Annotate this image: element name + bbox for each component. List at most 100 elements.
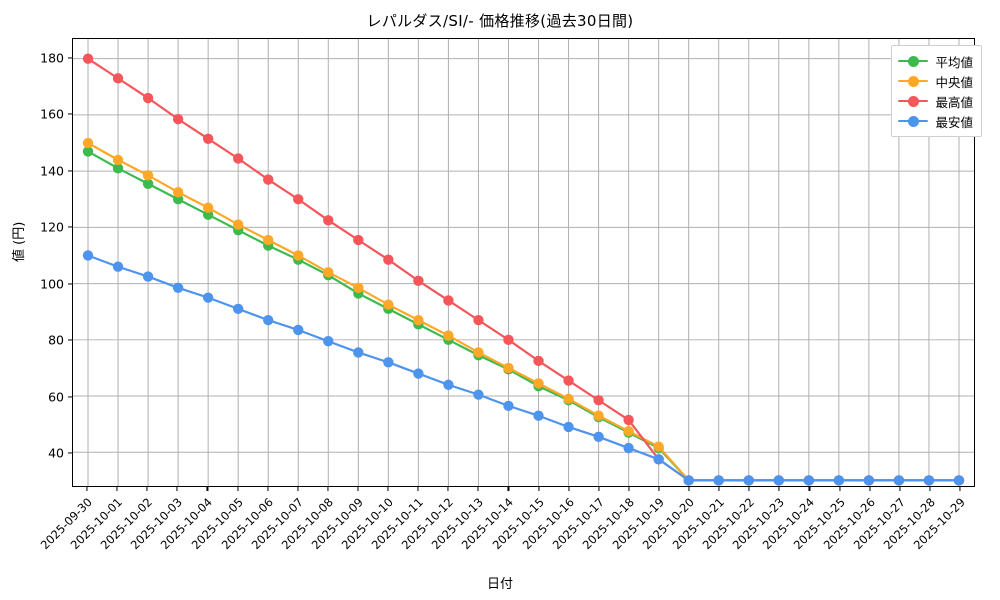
series-line-0 [86,150,961,482]
data-point [443,379,454,390]
series-line-1 [86,141,961,482]
legend-item-1[interactable]: 中央値 [898,71,973,91]
x-axis-tick [447,487,449,491]
x-axis-tick [718,487,720,491]
series-layer [82,53,965,486]
data-point [142,170,154,181]
y-axis-tick [68,339,72,341]
chart-title: レパルダス/SI/- 価格推移(過去30日間) [366,12,634,30]
data-point [683,475,694,486]
legend-label: 最安値 [935,114,973,130]
x-axis-tick [357,487,359,491]
data-point [413,314,424,326]
y-axis-tick [68,226,72,228]
data-point [563,375,574,386]
data-point [293,194,304,205]
data-point [473,347,484,358]
data-point [323,336,334,347]
data-point [563,421,574,433]
data-point [263,174,274,185]
data-point [112,261,124,272]
y-axis-tick [68,113,72,115]
legend-marker-icon [898,74,929,88]
x-axis-tick [598,487,600,491]
plot-area [72,38,975,487]
data-point [623,425,634,437]
series-line-3 [86,254,961,482]
data-point [533,410,544,421]
x-axis-tick [477,487,479,491]
data-point [533,378,544,389]
x-axis-tick [507,487,509,491]
data-point [202,292,214,303]
data-point [263,314,274,326]
data-point [112,163,124,174]
data-point [323,267,334,278]
x-axis-tick [839,487,841,491]
data-point [112,73,124,84]
data-point [413,368,424,379]
legend-item-0[interactable]: 平均値 [898,51,973,71]
series-line-2 [86,57,961,482]
legend-item-3[interactable]: 最安値 [898,111,973,131]
data-point [232,153,244,164]
y-axis-label: 140 [40,163,64,179]
x-axis-tick [869,487,871,491]
data-point [293,324,304,336]
data-point [713,475,724,486]
data-point [112,154,124,166]
data-point [353,282,364,293]
data-point [172,282,184,293]
data-point [323,215,334,226]
data-point [142,92,154,104]
chart-legend: 平均値中央値最高値最安値 [891,45,982,137]
data-point [863,475,875,486]
data-point [263,234,274,246]
legend-item-2[interactable]: 最高値 [898,91,973,111]
legend-label: 中央値 [935,74,973,90]
data-point [82,250,94,261]
data-point [172,187,184,198]
data-point [172,113,184,125]
data-point [82,137,94,149]
x-axis-tick [688,487,690,491]
y-axis-tick [68,170,72,172]
x-axis-tick [538,487,540,491]
y-axis-tick [68,396,72,398]
data-point [623,414,634,426]
x-axis-tick [959,487,961,491]
x-axis-tick [86,487,88,491]
data-point [923,475,935,486]
data-point [893,475,905,486]
data-point [803,475,815,486]
x-axis-tick [267,487,269,491]
x-axis-tick [658,487,660,491]
data-point [473,389,484,400]
data-point [202,133,214,144]
x-axis-tick [206,487,208,491]
data-point [563,393,574,405]
x-axis-tick [297,487,299,491]
data-point [623,442,634,454]
legend-label: 最高値 [935,94,973,110]
y-axis-label: 160 [40,106,64,122]
y-axis-label: 180 [40,50,64,66]
data-point [202,202,214,213]
x-axis-tick [237,487,239,491]
data-point [953,475,965,486]
legend-marker-icon [898,54,929,68]
y-axis-label: 120 [40,219,64,235]
data-point [443,295,454,306]
legend-marker-icon [898,94,929,108]
y-axis-label: 80 [48,332,64,348]
data-point [383,254,394,265]
x-axis-tick [628,487,630,491]
data-point [383,357,394,368]
data-point [593,395,604,406]
x-axis-tick [146,487,148,491]
data-point [773,475,784,486]
x-axis-tick [778,487,780,491]
x-axis-tick [116,487,118,491]
data-point [503,400,514,412]
